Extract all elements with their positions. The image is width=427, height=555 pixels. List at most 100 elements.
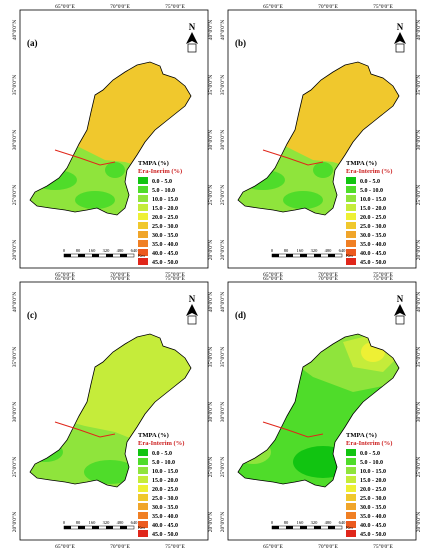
legend-label: 40.0 - 45.0 <box>152 523 178 529</box>
x-tick-label: 65°0'0"E <box>55 543 75 550</box>
legend-swatch <box>138 485 148 492</box>
svg-text:80: 80 <box>284 520 289 525</box>
map-panel: (d) <box>227 281 417 541</box>
legend-title-era: Era-Inerim (%) <box>138 168 182 175</box>
legend-swatch <box>346 485 356 492</box>
legend-swatch <box>138 186 148 193</box>
legend: TMPA (%)Era-Interim (%) 0.0 - 5.0 5.0 - 10… <box>346 160 392 266</box>
svg-text:80: 80 <box>76 520 81 525</box>
svg-text:320: 320 <box>311 248 319 253</box>
legend-label: 35.0 - 40.0 <box>360 242 386 248</box>
svg-text:640: 640 <box>339 248 347 253</box>
legend-swatch <box>138 213 148 220</box>
x-tick-label: 70°0'0"E <box>318 543 338 550</box>
legend: TMPA (%)Era-Inerim (%) 0.0 - 5.0 5.0 - 10.… <box>138 160 182 266</box>
y-tick-label: 30°0'0"N <box>219 130 226 150</box>
legend-label: 20.0 - 25.0 <box>152 487 178 493</box>
legend-label: 15.0 - 20.0 <box>152 206 178 212</box>
svg-text:80: 80 <box>284 248 289 253</box>
y-tick-label: 40°0'0"N <box>219 20 226 40</box>
legend-label: 30.0 - 35.0 <box>360 233 386 239</box>
legend-label: 5.0 - 10.0 <box>152 188 175 194</box>
svg-text:640: 640 <box>131 520 139 525</box>
svg-text:320: 320 <box>103 520 111 525</box>
y-tick-label: 20°0'0"N <box>415 240 422 260</box>
y-tick-label: 35°0'0"N <box>415 347 422 367</box>
legend-label: 30.0 - 35.0 <box>360 505 386 511</box>
map-annotations: 65°0'0"E 65°0'0"E 70°0'0"E 70°0'0"E 75°0'0"E… <box>219 275 422 550</box>
y-tick-label: 35°0'0"N <box>207 75 214 95</box>
y-tick-label: 30°0'0"N <box>207 130 214 150</box>
x-tick-label: 65°0'0"E <box>55 271 75 278</box>
x-tick-label: 75°0'0"E <box>373 543 393 550</box>
legend-label: 40.0 - 45.0 <box>360 251 386 257</box>
svg-text:N: N <box>189 22 196 32</box>
legend-swatch <box>346 467 356 474</box>
legend-title-tmpa: TMPA (%) <box>138 432 169 439</box>
y-tick-label: 30°0'0"N <box>11 402 18 422</box>
x-tick-label: 75°0'0"E <box>165 3 185 10</box>
svg-text:480: 480 <box>325 248 333 253</box>
legend-label: 10.0 - 15.0 <box>360 197 386 203</box>
north-arrow-icon: N <box>186 22 198 53</box>
legend-label: 0.0 - 5.0 <box>152 179 172 185</box>
legend-swatch <box>346 240 356 247</box>
legend-swatch <box>346 231 356 238</box>
panel-label: (d) <box>235 310 246 320</box>
y-tick-label: 25°0'0"N <box>219 185 226 205</box>
legend-swatch <box>346 249 356 256</box>
legend-swatch <box>346 521 356 528</box>
y-tick-label: 30°0'0"N <box>11 130 18 150</box>
legend-label: 20.0 - 25.0 <box>360 487 386 493</box>
y-tick-label: 30°0'0"N <box>415 130 422 150</box>
svg-text:320: 320 <box>311 520 319 525</box>
legend-swatch <box>138 204 148 211</box>
y-tick-label: 35°0'0"N <box>415 75 422 95</box>
svg-text:0: 0 <box>63 520 66 525</box>
legend-swatch <box>346 204 356 211</box>
legend-swatch <box>346 222 356 229</box>
y-tick-label: 20°0'0"N <box>207 512 214 532</box>
svg-text:Km: Km <box>346 525 353 530</box>
legend-title-tmpa: TMPA (%) <box>346 160 377 167</box>
y-tick-label: 25°0'0"N <box>11 185 18 205</box>
x-tick-label: 65°0'0"E <box>263 3 283 10</box>
legend-label: 45.0 - 50.0 <box>360 260 386 266</box>
legend: TMPA (%)Era-Interim (%) 0.0 - 5.0 5.0 - 10… <box>138 432 184 538</box>
legend-swatch <box>138 195 148 202</box>
legend-swatch <box>346 494 356 501</box>
legend-label: 25.0 - 30.0 <box>360 496 386 502</box>
y-tick-label: 30°0'0"N <box>219 402 226 422</box>
legend-label: 0.0 - 5.0 <box>360 179 380 185</box>
map-panel: (a) <box>19 9 209 269</box>
x-tick-label: 70°0'0"E <box>110 543 130 550</box>
y-tick-label: 20°0'0"N <box>219 240 226 260</box>
y-tick-label: 35°0'0"N <box>207 347 214 367</box>
x-tick-label: 65°0'0"E <box>263 275 283 282</box>
legend-swatch <box>346 177 356 184</box>
svg-text:480: 480 <box>117 248 125 253</box>
legend-label: 25.0 - 30.0 <box>360 224 386 230</box>
legend-label: 15.0 - 20.0 <box>360 478 386 484</box>
legend-swatch <box>138 177 148 184</box>
x-tick-label: 70°0'0"E <box>318 3 338 10</box>
y-tick-label: 20°0'0"N <box>11 512 18 532</box>
legend-label: 30.0 - 35.0 <box>152 233 178 239</box>
x-tick-label: 70°0'0"E <box>110 271 130 278</box>
y-tick-label: 25°0'0"N <box>415 185 422 205</box>
svg-text:Km: Km <box>346 253 353 258</box>
legend-swatch <box>138 458 148 465</box>
legend-swatch <box>346 476 356 483</box>
svg-text:640: 640 <box>131 248 139 253</box>
map-annotations: 65°0'0"E 65°0'0"E 70°0'0"E 70°0'0"E 75°0'0"E… <box>219 3 422 278</box>
map-panel: (c) <box>19 281 209 541</box>
legend-label: 40.0 - 45.0 <box>360 523 386 529</box>
y-tick-label: 20°0'0"N <box>207 240 214 260</box>
x-tick-label: 75°0'0"E <box>373 3 393 10</box>
svg-text:480: 480 <box>325 520 333 525</box>
map-annotations: 65°0'0"E 65°0'0"E 70°0'0"E 70°0'0"E 75°0'0"E… <box>11 275 214 550</box>
legend-swatch <box>138 503 148 510</box>
